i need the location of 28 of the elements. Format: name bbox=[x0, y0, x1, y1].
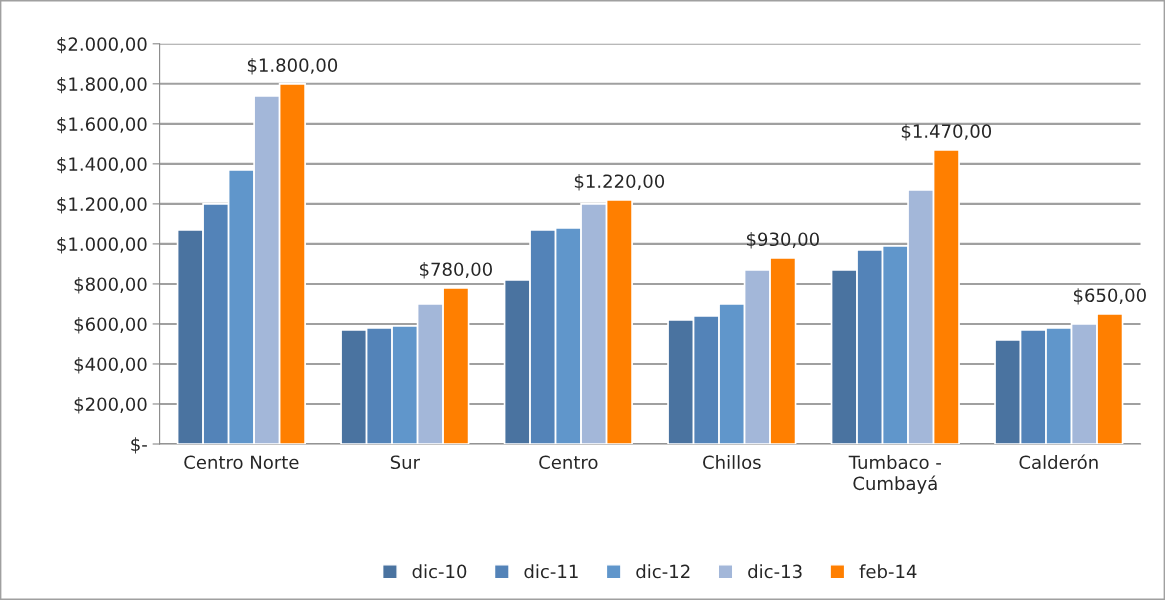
data-label: $650,00 bbox=[1073, 288, 1146, 305]
y-tick-label: $800,00 bbox=[74, 277, 147, 294]
data-label: $1.220,00 bbox=[574, 174, 665, 191]
y-tick-label: $- bbox=[131, 437, 147, 454]
y-tick-label: $400,00 bbox=[74, 357, 147, 374]
y-tick-label: $1.200,00 bbox=[57, 197, 147, 214]
y-tick-label: $1.800,00 bbox=[57, 76, 147, 94]
data-label: $930,00 bbox=[746, 232, 819, 249]
x-tick-label: Chillos bbox=[703, 455, 761, 470]
legend-label: dic-12 bbox=[636, 564, 690, 579]
x-tick-label: Centro bbox=[539, 455, 598, 470]
data-label: $780,00 bbox=[420, 262, 492, 279]
y-tick-label: $600,00 bbox=[74, 317, 147, 334]
data-label: $1.800,00 bbox=[247, 58, 338, 75]
y-tick-label: $1.400,00 bbox=[57, 157, 147, 174]
data-label: $1.470,00 bbox=[901, 124, 992, 141]
x-tick-label: Calderón bbox=[1019, 454, 1098, 470]
legend-label: dic-11 bbox=[524, 564, 578, 579]
y-tick-label: $1.000,00 bbox=[57, 237, 147, 254]
legend-label: dic-13 bbox=[748, 564, 802, 579]
x-tick-label: Centro Norte bbox=[184, 455, 299, 470]
x-tick-label: Sur bbox=[390, 455, 420, 470]
y-tick-label: $200,00 bbox=[74, 397, 147, 414]
y-tick-label: $1.600,00 bbox=[57, 116, 147, 134]
x-tick-label: Tumbaco - Cumbayá bbox=[848, 455, 941, 494]
legend-label: dic-10 bbox=[412, 564, 467, 579]
legend-label: feb-14 bbox=[859, 564, 917, 579]
y-tick-label: $2.000,00 bbox=[57, 36, 147, 54]
